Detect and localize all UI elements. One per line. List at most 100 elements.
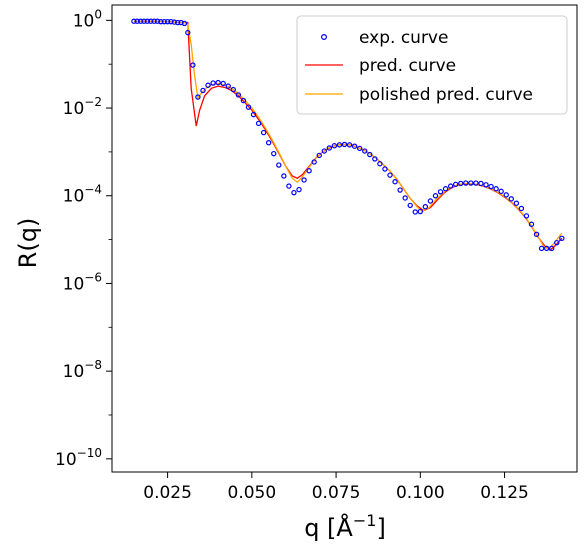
x-tick-label: 0.100 <box>396 483 445 503</box>
y-tick-label: 100 <box>73 7 102 31</box>
plot-frame <box>111 4 578 473</box>
data-point <box>518 205 525 212</box>
data-point <box>473 180 479 186</box>
data-point <box>265 139 272 146</box>
data-point <box>407 202 413 209</box>
data-point <box>291 189 297 196</box>
data-point <box>533 231 540 238</box>
data-point <box>281 173 287 179</box>
data-point <box>538 245 545 252</box>
data-point <box>498 188 504 195</box>
data-point <box>468 180 474 186</box>
data-point <box>397 187 403 193</box>
data-point <box>351 143 358 149</box>
data-point <box>442 186 449 192</box>
data-point <box>225 83 231 89</box>
data-point <box>306 168 312 174</box>
data-point <box>175 19 181 26</box>
data-point <box>200 87 206 94</box>
data-point <box>235 92 242 98</box>
legend-marker <box>321 33 328 40</box>
data-point <box>154 18 161 24</box>
data-point <box>260 129 267 136</box>
data-point <box>508 196 514 202</box>
data-point <box>141 18 147 24</box>
data-point <box>377 161 383 167</box>
data-point <box>245 104 252 110</box>
legend-box <box>296 15 568 115</box>
y-tick-label: 10−6 <box>63 270 102 294</box>
data-point <box>220 80 226 87</box>
data-point <box>250 111 257 118</box>
data-point <box>554 239 560 246</box>
data-point <box>372 156 378 162</box>
x-axis-label: q [Å−1] <box>304 511 386 542</box>
data-point <box>158 18 164 25</box>
data-point <box>331 143 338 149</box>
data-point <box>271 150 277 157</box>
x-tick-label: 0.125 <box>480 483 529 503</box>
data-point <box>316 152 322 159</box>
data-point <box>543 245 550 252</box>
data-point <box>447 183 454 189</box>
data-point <box>417 208 424 215</box>
data-point <box>205 82 211 88</box>
data-point <box>356 145 363 152</box>
data-point <box>412 209 418 215</box>
y-tick-label: 10−2 <box>63 95 102 119</box>
data-point <box>523 213 530 219</box>
data-point <box>346 142 353 148</box>
data-point <box>148 18 154 24</box>
data-point <box>301 177 307 183</box>
data-point <box>210 80 216 86</box>
legend-label: exp. curve <box>359 28 448 48</box>
data-point <box>437 189 444 195</box>
data-point <box>326 145 333 151</box>
y-axis-label: R(q) <box>14 218 42 269</box>
data-point <box>134 18 140 24</box>
data-point <box>161 18 167 25</box>
data-point <box>286 183 292 189</box>
data-point <box>255 120 262 127</box>
data-point <box>296 186 302 193</box>
data-point <box>483 182 489 188</box>
data-point <box>171 19 178 25</box>
x-tick-label: 0.050 <box>228 483 277 503</box>
legend-label: pred. curve <box>359 56 456 76</box>
data-point <box>453 181 459 188</box>
legend-label: polished pred. curve <box>359 85 533 105</box>
data-point <box>151 18 157 24</box>
data-point <box>178 19 184 26</box>
x-tick-label: 0.075 <box>312 483 361 503</box>
plot-area <box>131 18 565 252</box>
data-point <box>503 192 509 198</box>
data-point <box>478 180 484 187</box>
data-point <box>427 198 434 204</box>
axes: 0.025 0.050 0.075 0.100 0.125 100 10−2 10−4 10−6… <box>55 4 578 503</box>
data-point <box>131 18 137 24</box>
data-point <box>422 204 429 210</box>
y-tick-label: 10−8 <box>63 358 102 382</box>
data-point <box>336 142 343 148</box>
data-point <box>458 180 464 187</box>
data-point <box>181 20 188 27</box>
data-point <box>382 166 388 172</box>
data-point <box>240 97 247 104</box>
legend: exp. curve pred. curve polished pred. curv… <box>296 15 568 115</box>
data-point <box>144 18 151 24</box>
data-point <box>493 186 499 192</box>
data-point <box>190 62 196 68</box>
data-point <box>195 94 201 100</box>
data-point <box>559 235 565 241</box>
x-tick-label: 0.025 <box>143 483 192 503</box>
data-point <box>362 148 368 154</box>
data-point <box>321 148 327 154</box>
y-tick-label: 10−4 <box>63 183 102 207</box>
data-point <box>488 183 494 190</box>
data-point <box>463 180 469 186</box>
data-point <box>276 162 282 168</box>
data-point <box>230 86 236 93</box>
data-point <box>513 200 520 206</box>
data-point <box>215 79 221 86</box>
